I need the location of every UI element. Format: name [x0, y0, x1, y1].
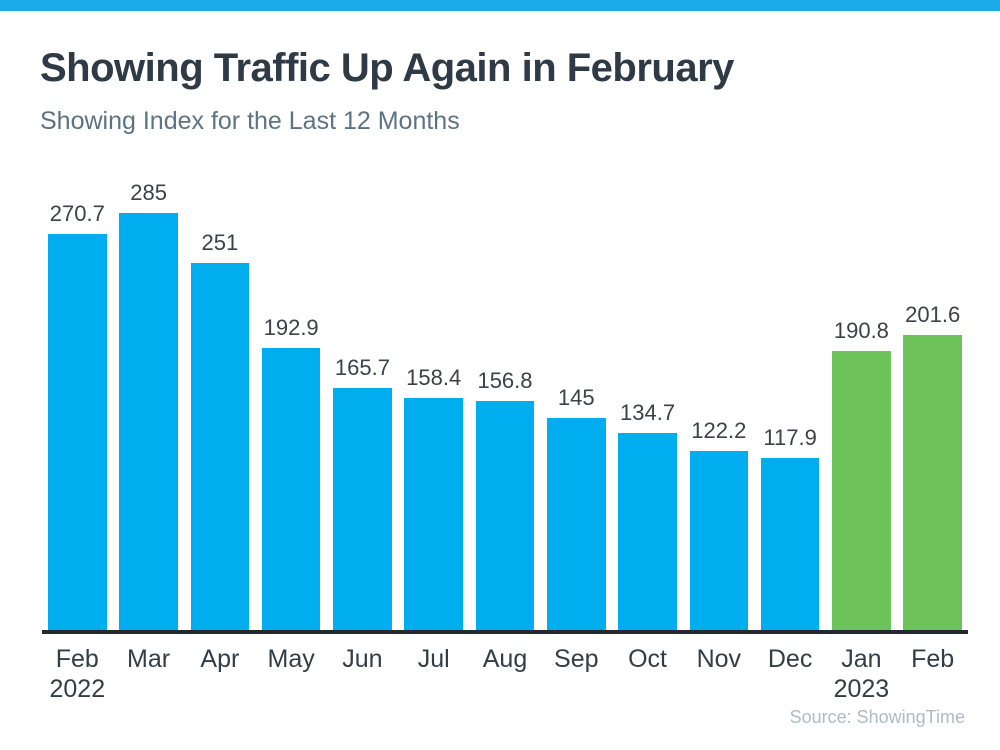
bar-chart: 270.7 285 251 192.9 165.7 158.4 156.8 145 134.7 1… [42, 176, 968, 704]
chart-column: 145 [546, 384, 606, 630]
bar [903, 335, 962, 630]
bar [119, 213, 178, 630]
x-axis-label: Nov [696, 645, 742, 673]
bar [760, 457, 820, 630]
top-accent-strip [0, 0, 1000, 11]
x-axis-label: Oct [628, 645, 667, 673]
chart-column: 134.7 [618, 400, 677, 630]
x-axis-label: Apr [200, 645, 240, 673]
x-axis-labels: Feb 2022 Mar Apr May Jun Jul Aug Sep Oct Nov Dec Jan… [42, 645, 968, 704]
source-caption: Source: ShowingTime [789, 707, 965, 727]
x-axis-label: Feb [911, 645, 955, 673]
bar-value-label: 270.7 [49, 200, 105, 226]
x-axis-label: Mar [127, 645, 171, 673]
bar [190, 262, 250, 630]
chart-column: 251 [190, 229, 250, 630]
bar [48, 233, 107, 630]
bar [689, 451, 749, 630]
bar-value-label: 285 [130, 180, 167, 205]
bar-value-label: 251 [201, 229, 239, 255]
bar [832, 350, 891, 630]
bars: 270.7 285 251 192.9 165.7 158.4 156.8 145 134.7 1… [42, 176, 968, 630]
chart-column: 192.9 [261, 314, 321, 630]
x-axis-label: Dec [767, 645, 813, 673]
x-axis-label: May [267, 645, 315, 673]
chart-column: 190.8 [832, 318, 891, 630]
x-axis-label: Jun [342, 645, 383, 673]
bar [333, 387, 392, 630]
bar [475, 400, 535, 630]
chart-column: 285 [119, 180, 178, 630]
bar-value-label: 192.9 [263, 314, 319, 340]
bar [618, 432, 677, 630]
chart-column: 117.9 [760, 424, 820, 630]
chart-column: 158.4 [404, 365, 463, 630]
page-title: Showing Traffic Up Again in February [40, 46, 734, 90]
x-axis-label: Aug [482, 645, 528, 673]
bar-value-label: 145 [557, 384, 595, 410]
bar [404, 398, 463, 630]
bar-value-label: 156.8 [477, 367, 533, 393]
bar-value-label: 165.7 [334, 354, 390, 380]
bar-value-label: 122.2 [691, 418, 747, 444]
x-axis-line [42, 630, 968, 634]
bar-value-label: 201.6 [905, 302, 961, 327]
chart-column: 201.6 [903, 302, 962, 630]
bar [546, 417, 606, 630]
chart-column: 270.7 [48, 201, 107, 630]
bar-value-label: 134.7 [620, 399, 676, 425]
x-axis-label: Sep [554, 645, 599, 673]
bar-value-label: 117.9 [763, 424, 817, 450]
x-axis-label: Jan 2023 [833, 645, 890, 703]
bar [261, 347, 321, 630]
chart-column: 156.8 [475, 367, 535, 630]
chart-column: 165.7 [333, 355, 392, 630]
x-axis-label: Feb 2022 [49, 645, 106, 703]
bar-value-label: 190.8 [833, 317, 889, 343]
chart-subtitle: Showing Index for the Last 12 Months [40, 107, 460, 135]
bar-value-label: 158.4 [406, 365, 462, 391]
chart-column: 122.2 [689, 418, 749, 630]
x-axis-label: Jul [417, 645, 450, 673]
